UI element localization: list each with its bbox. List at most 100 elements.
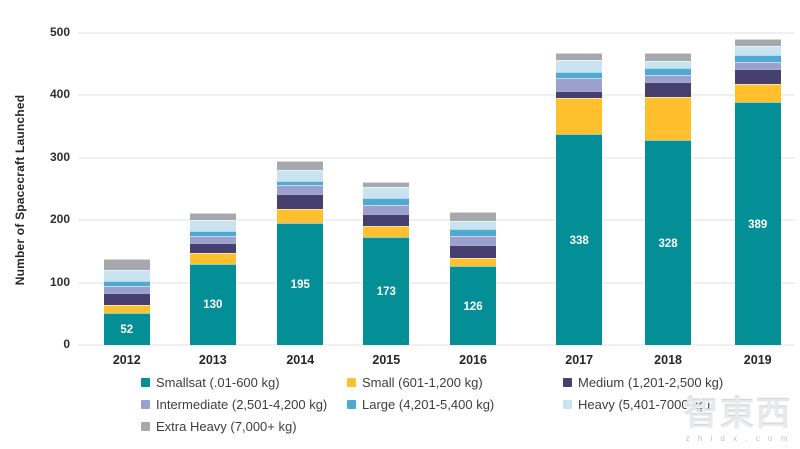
bar-2017: 338 [556,52,603,345]
bar-segment [645,74,692,83]
bar-2018: 328 [645,52,692,345]
bar-segment [645,67,692,75]
legend-item: Large (4,201-5,400 kg) [347,397,563,412]
x-tick-label: 2016 [459,353,487,367]
x-tick-label: 2012 [112,353,141,367]
bar-segment [734,46,781,56]
y-tick-label: 400 [49,87,70,102]
bar-value-label: 52 [120,323,134,336]
bar-segment [103,312,150,345]
bar-2012: 52 [103,258,150,345]
bar-segment [189,231,236,236]
bar-segment [103,281,150,287]
bar-segment [734,83,781,103]
legend-swatch-icon [141,400,150,409]
gridline-200 [78,219,795,222]
bar-segment [189,220,236,232]
bar-segment [450,228,497,236]
bar-value-label: 126 [463,300,483,313]
bar-segment [556,91,603,98]
x-tick-label: 2018 [654,353,682,367]
bar-2015: 173 [363,181,410,345]
y-tick-label: 300 [49,149,70,164]
legend-swatch-icon [347,378,356,387]
bar-segment [645,61,692,68]
bar-segment [734,61,781,70]
gridline-300 [78,156,795,159]
bar-segment [734,38,781,47]
gridline-500 [78,32,795,34]
bar-segment [103,292,150,306]
legend: Smallsat (.01-600 kg) Small (601-1,200 kg… [141,375,723,434]
legend-swatch-icon [347,400,356,409]
bar-segment [277,180,324,185]
y-axis-title: Number of Spacecraft Launched [13,94,27,286]
bar-segment [363,198,410,205]
bar-segment [450,257,497,267]
bar-value-label: 195 [290,279,310,292]
bar-segment [734,102,781,345]
bar-value-label: 130 [203,299,223,312]
y-tick-label: 500 [49,25,70,39]
gridline-400 [78,94,795,97]
bar-segment [277,223,324,345]
bar-segment [450,212,497,222]
legend-label: Extra Heavy (7,000+ kg) [156,419,297,434]
legend-swatch-icon [141,378,150,387]
bar-segment [363,181,410,188]
bar-segment [556,71,603,78]
legend-swatch-icon [141,422,150,431]
x-tick-label: 2019 [743,353,772,367]
bar-segment [556,59,603,72]
bar-2019: 389 [734,38,781,345]
bar-segment [556,134,603,345]
bar-segment [277,193,324,209]
legend-item: Intermediate (2,501-4,200 kg) [141,397,347,412]
bar-segment [556,97,603,135]
bar-segment [363,213,410,227]
legend-swatch-icon [563,400,572,409]
x-tick-label: 2013 [198,353,227,367]
y-tick-label: 200 [49,212,70,227]
bar-segment [734,55,781,62]
bar-segment [645,52,692,62]
bar-segment [363,237,410,345]
gridline-100 [78,281,795,284]
legend-item: Medium (1,201-2,500 kg) [563,375,723,390]
legend-item: Smallsat (.01-600 kg) [141,375,347,390]
bar-2016: 126 [450,212,497,345]
y-tick-label: 0 [63,337,70,351]
bar-value-label: 328 [658,237,678,250]
bar-2014: 195 [277,160,324,345]
bar-value-label: 338 [569,234,589,247]
bar-segment [450,245,497,258]
bar-segment [734,69,781,84]
bar-segment [450,266,497,345]
bar-segment [103,286,150,293]
bar-segment [189,263,236,345]
bar-segment [363,187,410,199]
x-tick-label: 2015 [372,353,401,367]
bar-segment [189,252,236,264]
bar-segment [277,184,324,194]
bar-segment [363,226,410,237]
watermark-site: z h i d x . c o m [685,434,791,443]
bar-2013: 130 [189,213,236,345]
bar-segment [103,258,150,271]
bar-segment [277,160,324,171]
legend-item: Small (601-1,200 kg) [347,375,563,390]
legend-swatch-icon [563,378,572,387]
bar-segment [189,213,236,221]
y-tick-label: 100 [49,274,70,289]
legend-label: Heavy (5,401-7000 kg) [578,397,711,412]
bar-segment [645,140,692,345]
legend-label: Small (601-1,200 kg) [362,375,483,390]
bar-segment [189,243,236,253]
legend-label: Intermediate (2,501-4,200 kg) [156,397,328,412]
bar-segment [645,82,692,97]
legend-label: Medium (1,201-2,500 kg) [578,375,724,390]
bar-segment [556,77,603,91]
legend-item: Extra Heavy (7,000+ kg) [141,419,347,434]
bar-segment [277,170,324,181]
